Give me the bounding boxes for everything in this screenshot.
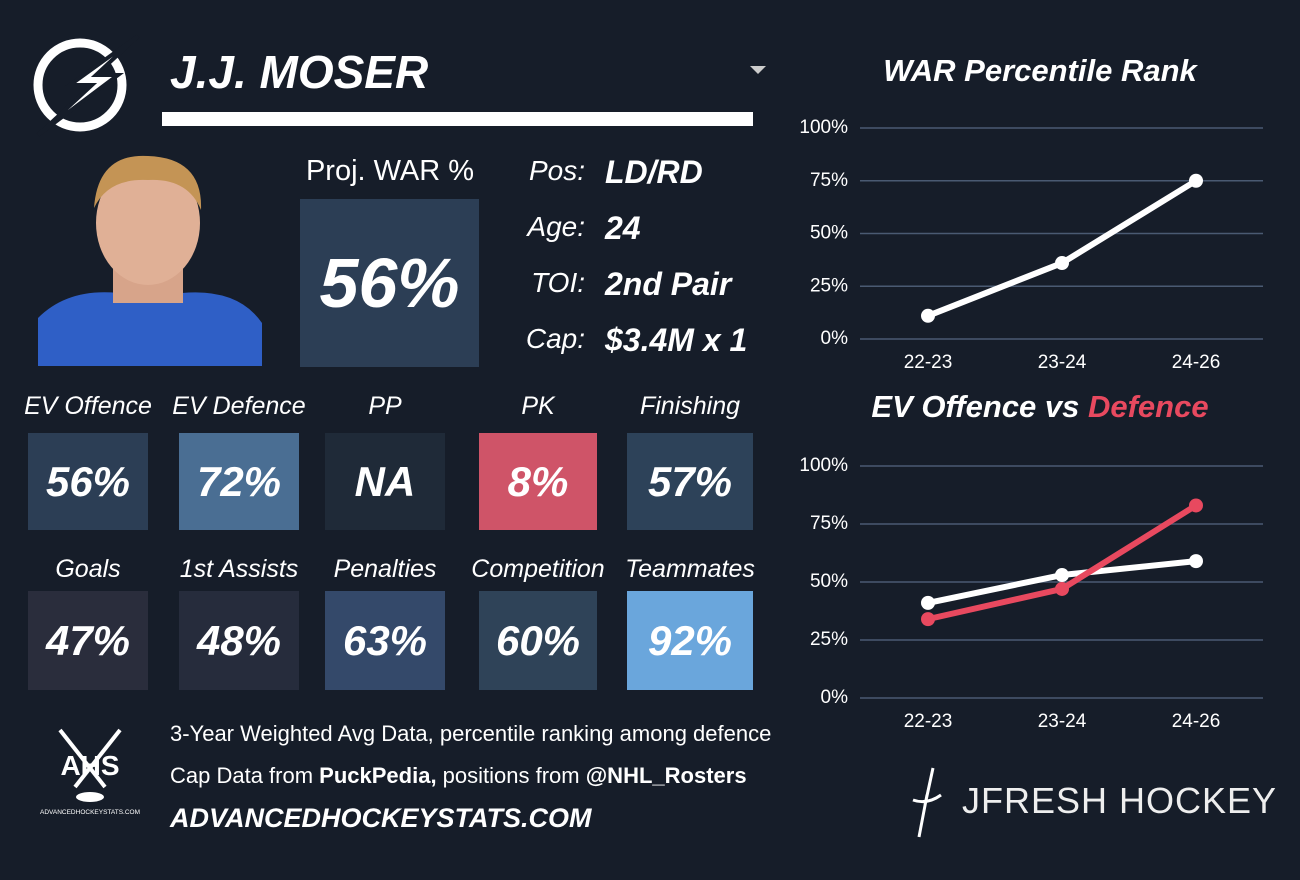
- brand-name: JFRESH HOCKEY: [962, 780, 1278, 821]
- data-point: [1055, 256, 1069, 271]
- brand-logo: [912, 767, 942, 838]
- ahs-text: AHS: [60, 750, 119, 781]
- source-text: Cap Data from: [170, 763, 320, 788]
- data-point: [1189, 173, 1203, 188]
- tile-label: Competition: [471, 555, 605, 583]
- series-line: [926, 178, 1198, 319]
- y-tick-label: 75%: [810, 513, 848, 534]
- y-tick-label: 75%: [810, 170, 848, 191]
- info-value: $3.4M x 1: [605, 322, 748, 358]
- y-tick-label: 25%: [810, 629, 848, 650]
- tile-value: 56%: [28, 433, 148, 530]
- chart-title: WAR Percentile Rank: [883, 53, 1198, 88]
- chart-title: EV Offence vs Defence: [871, 389, 1208, 424]
- player-name: J.J. MOSER: [170, 46, 429, 98]
- y-tick-label: 100%: [799, 455, 848, 476]
- y-tick-label: 0%: [821, 687, 849, 708]
- info-value: 24: [605, 210, 641, 246]
- title-part: Defence: [1088, 389, 1209, 424]
- y-tick-label: 100%: [799, 117, 848, 138]
- info-label: Age:: [527, 211, 585, 242]
- data-point: [921, 612, 935, 627]
- tile-value: 92%: [627, 591, 753, 690]
- data-point: [1189, 498, 1203, 513]
- name-underline: [162, 112, 753, 126]
- title-part: EV Offence vs: [871, 389, 1088, 424]
- x-tick-label: 24-26: [1172, 711, 1221, 732]
- data-point: [1055, 581, 1069, 596]
- data-point: [1055, 568, 1069, 583]
- y-tick-label: 25%: [810, 275, 848, 296]
- tile-value: 72%: [179, 433, 299, 530]
- footer-source: Cap Data from PuckPedia, positions from …: [170, 763, 747, 789]
- tile-label: 1st Assists: [179, 555, 299, 583]
- tile-value: NA: [325, 433, 445, 530]
- info-label: TOI:: [531, 267, 585, 298]
- tile-value: 8%: [479, 433, 597, 530]
- projection-value: 56%: [300, 199, 479, 367]
- footer-site: ADVANCEDHOCKEYSTATS.COM: [170, 803, 592, 833]
- tile-label: EV Defence: [172, 392, 306, 420]
- data-point: [1189, 554, 1203, 569]
- tile-label: Teammates: [625, 555, 755, 583]
- tile-label: PP: [368, 392, 402, 420]
- source-link: @NHL_Rosters: [585, 763, 747, 788]
- dropdown-arrow[interactable]: [750, 66, 766, 74]
- y-tick-label: 0%: [821, 328, 849, 349]
- source-link: PuckPedia,: [319, 763, 437, 788]
- title-part: WAR Percentile Rank: [883, 53, 1198, 88]
- ahs-caption: ADVANCEDHOCKEYSTATS.COM: [40, 809, 140, 816]
- tile-label: PK: [521, 392, 555, 420]
- tile-value: 60%: [479, 591, 597, 690]
- tile-label: Penalties: [333, 555, 437, 583]
- charts: WAR Percentile Rank 0% 25% 50% 75% 100% 22-23 2…: [799, 53, 1263, 732]
- x-tick-label: 22-23: [904, 352, 953, 373]
- info-label: Pos:: [528, 155, 585, 186]
- tile-value: 47%: [28, 591, 148, 690]
- info-value: LD/RD: [605, 154, 703, 190]
- ahs-logo: AHS ADVANCEDHOCKEYSTATS.COM: [40, 728, 140, 816]
- x-tick-label: 23-24: [1038, 711, 1087, 732]
- data-point: [921, 595, 935, 610]
- data-point: [921, 308, 935, 323]
- team-logo: [33, 34, 140, 137]
- tile-label: Finishing: [639, 392, 741, 420]
- x-tick-label: 22-23: [904, 711, 953, 732]
- tile-label: Goals: [55, 555, 121, 583]
- footer-note: 3-Year Weighted Avg Data, percentile ran…: [170, 721, 772, 746]
- source-text: positions from: [436, 763, 586, 788]
- info-value: 2nd Pair: [605, 266, 732, 302]
- x-tick-label: 24-26: [1172, 352, 1221, 373]
- tile-value: 48%: [179, 591, 299, 690]
- tile-value: 63%: [325, 591, 445, 690]
- tile-label: EV Offence: [24, 392, 152, 420]
- y-tick-label: 50%: [810, 571, 848, 592]
- player-photo: [38, 155, 262, 366]
- tile-value: 57%: [627, 433, 753, 530]
- y-tick-label: 50%: [810, 223, 848, 244]
- projection-label: Proj. WAR %: [305, 155, 475, 187]
- info-label: Cap:: [525, 323, 585, 354]
- x-tick-label: 23-24: [1038, 352, 1087, 373]
